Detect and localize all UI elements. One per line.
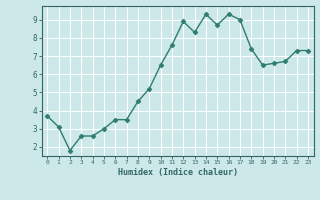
- X-axis label: Humidex (Indice chaleur): Humidex (Indice chaleur): [118, 168, 237, 177]
